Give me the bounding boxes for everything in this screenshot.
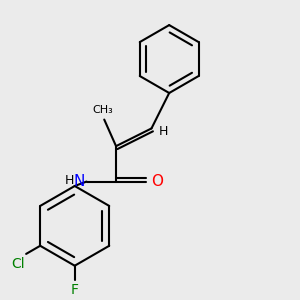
Text: CH₃: CH₃ bbox=[92, 105, 113, 115]
Text: H: H bbox=[65, 174, 74, 187]
Text: N: N bbox=[74, 174, 85, 189]
Text: Cl: Cl bbox=[11, 257, 25, 271]
Text: F: F bbox=[71, 284, 79, 297]
Text: H: H bbox=[159, 125, 168, 138]
Text: O: O bbox=[151, 174, 163, 189]
